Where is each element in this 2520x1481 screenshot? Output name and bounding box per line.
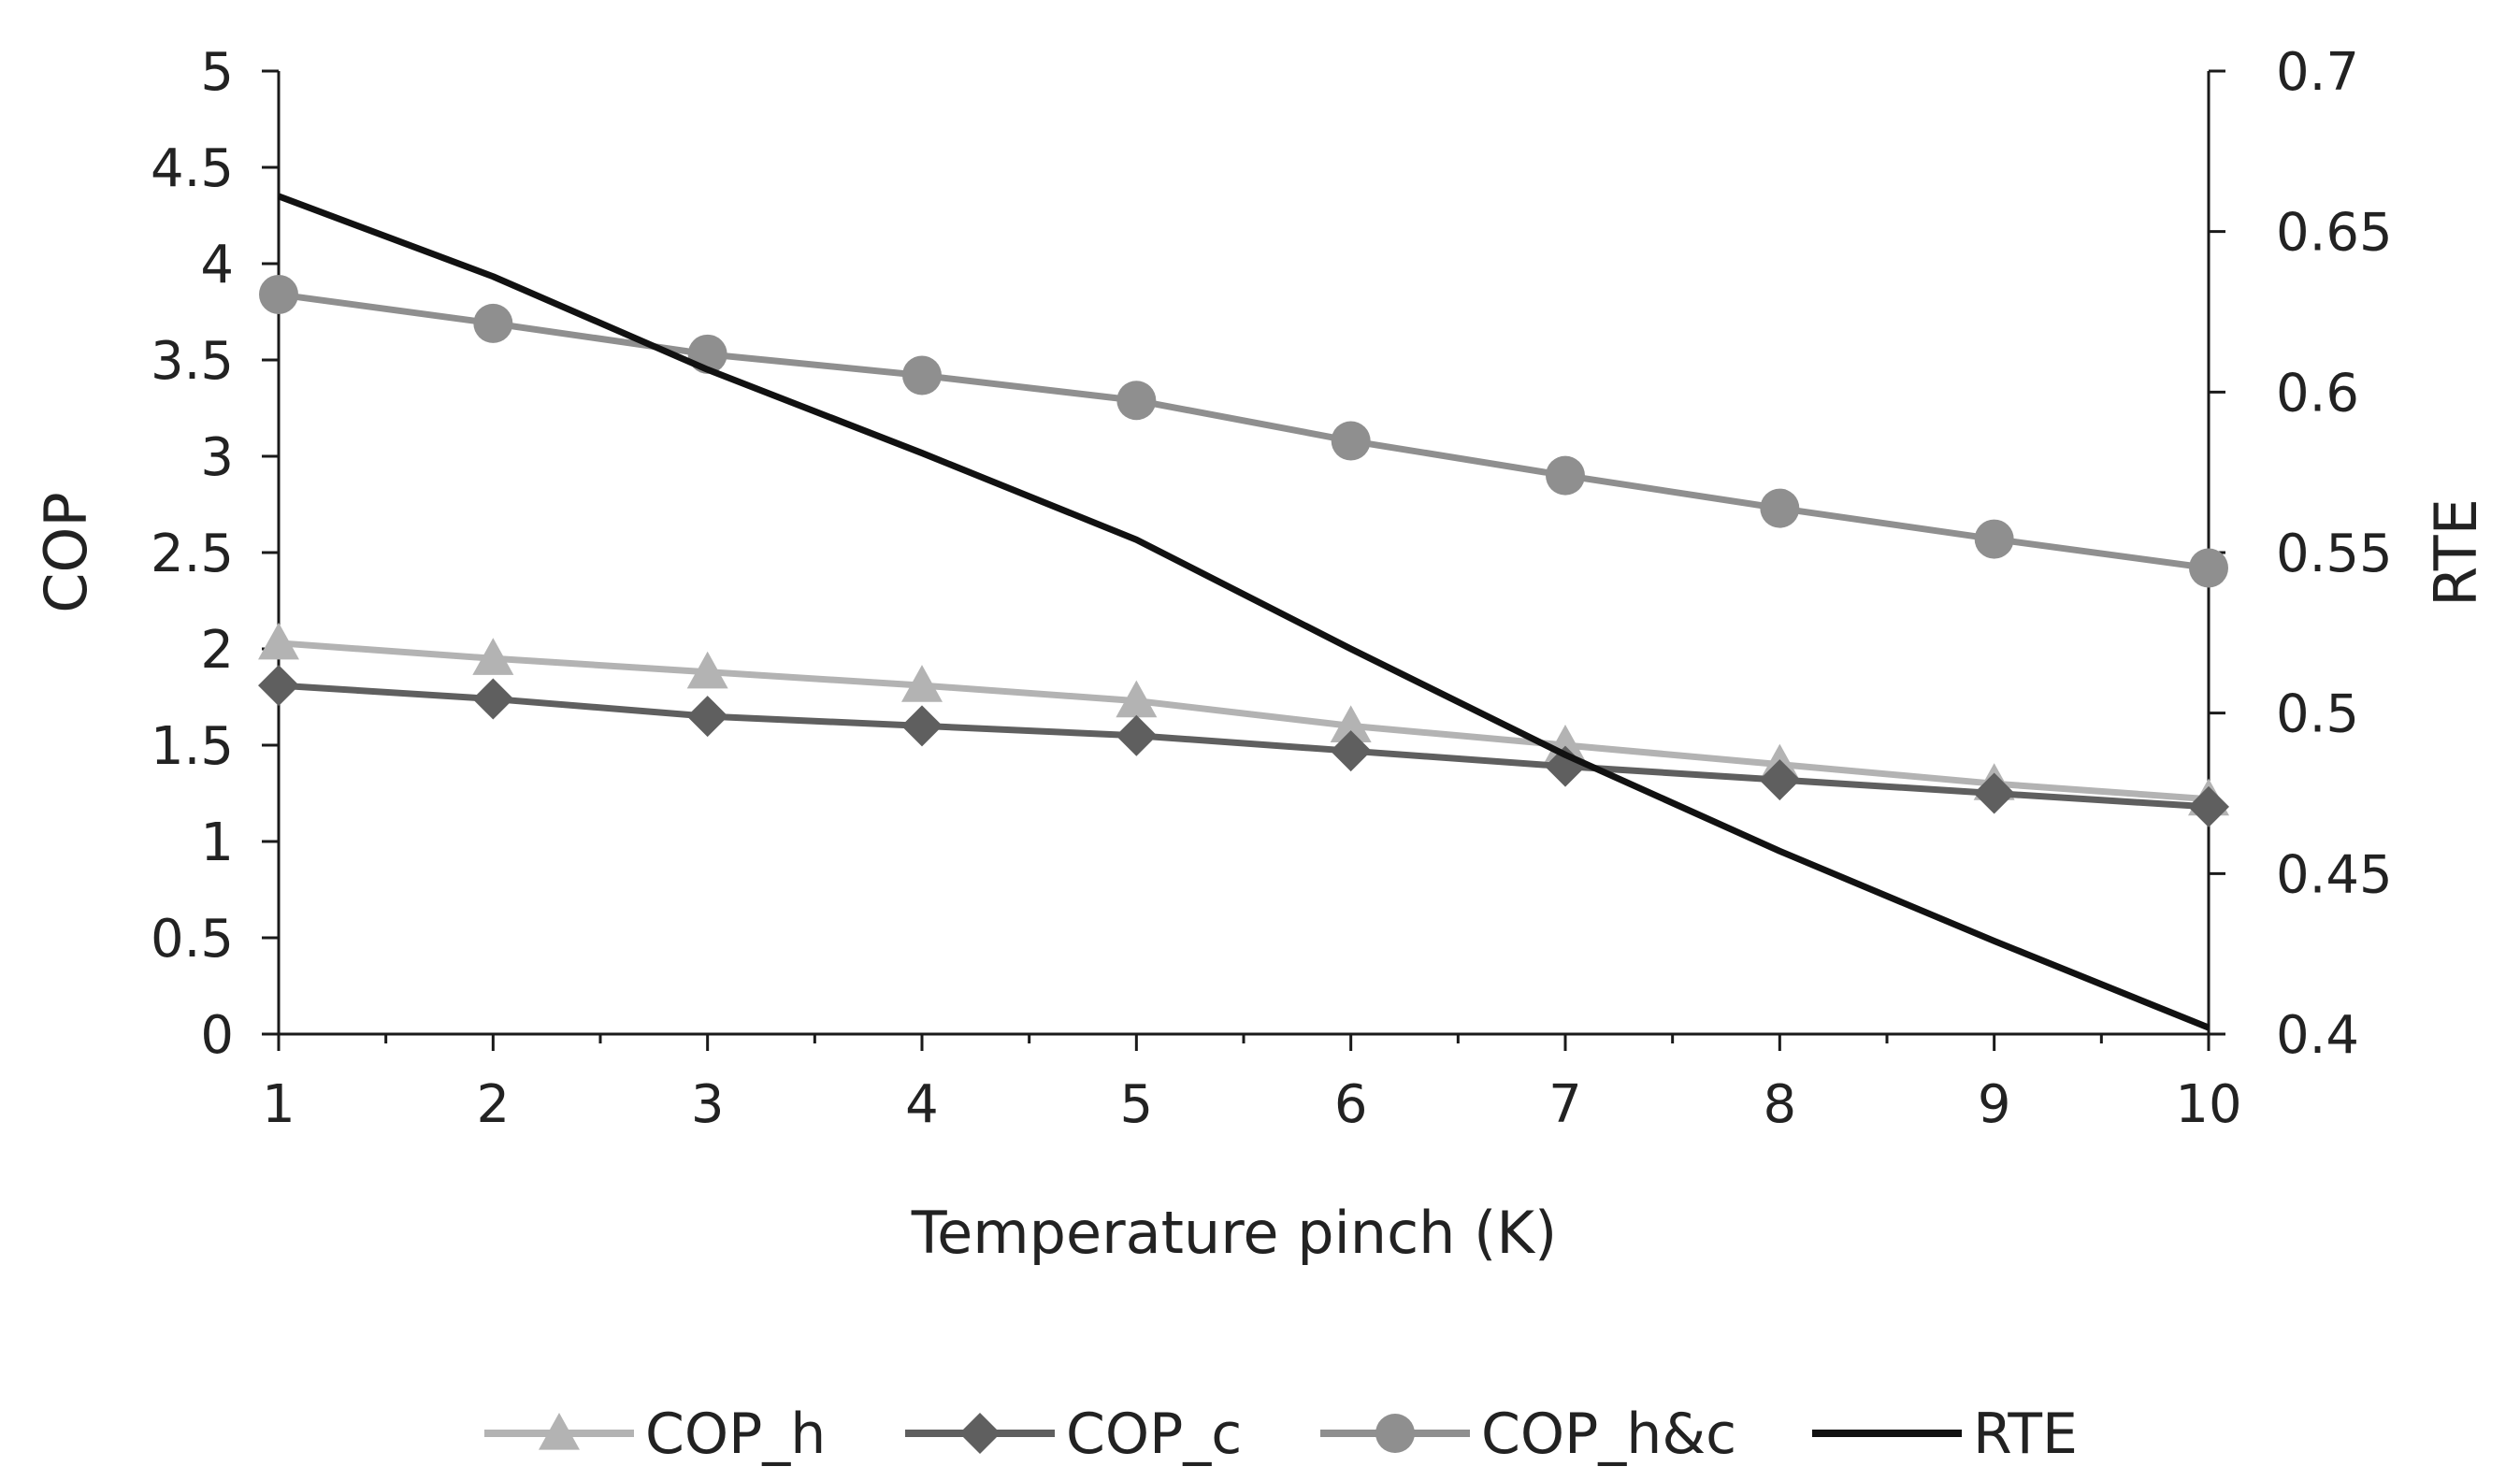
data-point-cop-h-c [1974, 519, 2014, 559]
y-tick-label: 4.5 [151, 138, 234, 199]
series-line-cop-h-c [278, 291, 2210, 571]
x-tick-label: 10 [2175, 1074, 2241, 1135]
y-tick-label: 4 [200, 235, 234, 295]
y-tick-label: 5 [200, 42, 234, 103]
data-point-cop-c [1116, 714, 1158, 756]
series-layer [258, 193, 2229, 1031]
y-axis-title: COP [32, 492, 100, 612]
y-tick-label: 1 [200, 812, 234, 873]
y-tick-label: 3.5 [151, 331, 234, 392]
y-tick-label: 0.5 [151, 909, 234, 970]
data-point-cop-c [1973, 772, 2015, 814]
y2-tick-label: 0.5 [2276, 684, 2359, 745]
y2-tick-label: 0.65 [2276, 203, 2393, 264]
legend-marker-cop-c [959, 1413, 1001, 1454]
y2-tick-label: 0.4 [2276, 1005, 2359, 1066]
data-point-cop-h [686, 651, 728, 689]
series-line-rte [277, 193, 2210, 1031]
y2-tick-label: 0.6 [2276, 363, 2359, 424]
legend-item-rte: RTE [1812, 1402, 2078, 1467]
x-tick-label: 6 [1334, 1074, 1368, 1135]
x-tick-label: 1 [262, 1074, 295, 1135]
series-cop-h-c [259, 274, 2228, 588]
data-point-cop-h-c [1116, 381, 1157, 421]
y2-axis-title: RTE [2422, 498, 2490, 607]
x-tick-label: 3 [691, 1074, 725, 1135]
data-point-cop-c [2188, 785, 2229, 827]
data-point-cop-h-c [1760, 488, 1800, 528]
series-line-cop-c [278, 682, 2210, 811]
x-tick-label: 4 [905, 1074, 939, 1135]
y-tick-label: 0 [200, 1005, 234, 1066]
data-point-cop-c [901, 705, 943, 747]
data-point-cop-h-c [1546, 455, 1585, 496]
data-point-cop-h [901, 665, 943, 702]
data-point-cop-h-c [473, 303, 513, 343]
data-point-cop-h [258, 622, 299, 660]
data-point-cop-c [686, 696, 728, 738]
data-point-cop-h [472, 638, 514, 675]
data-point-cop-h [1330, 705, 1372, 742]
data-point-cop-h-c [1331, 421, 1371, 461]
legend-label-cop-c: COP_c [1066, 1402, 1242, 1467]
data-point-cop-h-c [902, 355, 942, 395]
legend-item-cop-h-c: COP_h&c [1320, 1402, 1736, 1467]
y-tick-label: 1.5 [151, 716, 234, 777]
legend-item-cop-c: COP_c [905, 1402, 1242, 1467]
x-tick-label: 5 [1120, 1074, 1154, 1135]
y-tick-label: 2 [200, 620, 234, 681]
y2-tick-label: 0.7 [2276, 42, 2359, 103]
x-tick-label: 8 [1764, 1074, 1797, 1135]
data-point-cop-h-c [2189, 548, 2228, 588]
series-cop-c [258, 665, 2229, 827]
data-point-cop-c [1330, 730, 1372, 772]
legend-item-cop-h: COP_h [484, 1402, 826, 1467]
y2-tick-label: 0.55 [2276, 524, 2393, 584]
data-point-cop-c [258, 665, 299, 707]
legend-marker-cop-h-c [1375, 1414, 1415, 1453]
y2-tick-label: 0.45 [2276, 844, 2393, 905]
y-tick-label: 2.5 [151, 524, 234, 584]
axes-layer: 0 0.5 1 1.5 2 2.5 3 3.5 4 4.5 5 0.4 0.45 0.5 0.55 0.6 0.… [32, 42, 2490, 1267]
y-tick-label: 3 [200, 427, 234, 488]
x-axis-title: Temperature pinch (K) [911, 1199, 1557, 1267]
legend-label-cop-h-c: COP_h&c [1481, 1402, 1736, 1467]
data-point-cop-c [472, 678, 514, 720]
legend-label-cop-h: COP_h [645, 1402, 826, 1467]
data-point-cop-h [1116, 680, 1158, 718]
x-tick-label: 9 [1978, 1074, 2011, 1135]
x-tick-label: 2 [477, 1074, 511, 1135]
series-line-cop-h [278, 640, 2210, 803]
data-point-cop-c [1759, 759, 1801, 801]
series-rte [277, 193, 2210, 1031]
x-tick-label: 7 [1548, 1074, 1582, 1135]
legend-label-rte: RTE [1973, 1402, 2078, 1467]
legend: COP_h COP_c COP_h&c RTE [484, 1402, 2078, 1467]
data-point-cop-h-c [259, 274, 298, 314]
legend-marker-cop-h [539, 1413, 580, 1450]
